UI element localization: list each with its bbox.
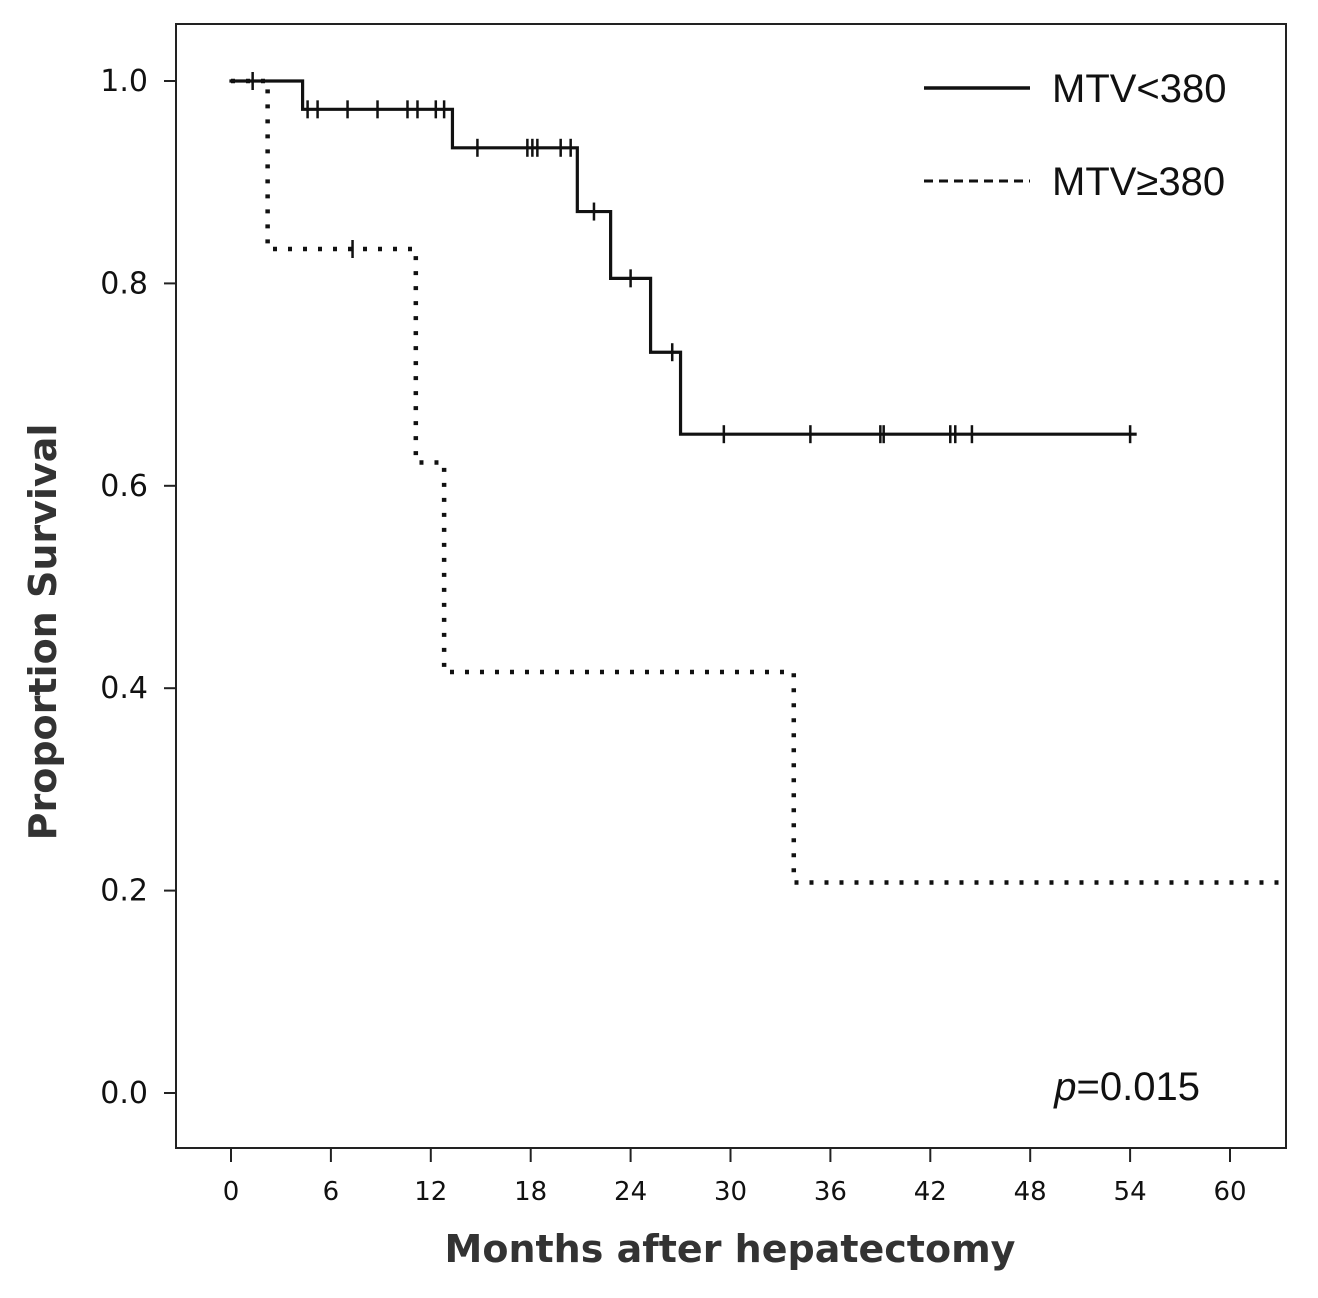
y-tick-label: 0.0	[100, 1076, 148, 1111]
p-value-annotation: p=0.015	[1053, 1065, 1200, 1109]
mtv-below-380-line	[229, 79, 1137, 436]
y-tick-label: 0.2	[100, 874, 148, 909]
series-layer	[229, 72, 1289, 885]
y-tick-label: 0.8	[100, 266, 148, 301]
legend-label: MTV≥380	[1052, 160, 1225, 204]
y-tick-label: 1.0	[100, 64, 148, 99]
x-tick-label: 0	[223, 1177, 240, 1207]
legend-label: MTV<380	[1052, 67, 1227, 111]
x-tick-label: 30	[714, 1177, 747, 1207]
legend: MTV<380 MTV≥380	[924, 67, 1227, 204]
x-axis-title: Months after hepatectomy	[445, 1227, 1016, 1271]
x-tick-label: 42	[914, 1177, 947, 1207]
x-tick-label: 6	[323, 1177, 340, 1207]
p-value-symbol: p	[1053, 1065, 1076, 1109]
x-tick-label: 48	[1014, 1177, 1047, 1207]
x-tick-label: 12	[414, 1177, 447, 1207]
x-tick-label: 60	[1213, 1177, 1246, 1207]
x-tick-label: 54	[1114, 1177, 1147, 1207]
x-axis: 0 6 12 18 24 30 36 42 48 54 60	[223, 1148, 1247, 1207]
y-tick-label: 0.4	[100, 671, 148, 706]
x-tick-label: 36	[814, 1177, 847, 1207]
p-value-number: =0.015	[1077, 1065, 1200, 1109]
x-tick-label: 24	[614, 1177, 647, 1207]
x-tick-label: 18	[514, 1177, 547, 1207]
mtv-above-380-line	[231, 78, 1289, 885]
y-axis-title: Proportion Survival	[21, 424, 65, 841]
y-axis: 0.0 0.2 0.4 0.6 0.8 1.0	[100, 64, 176, 1111]
y-tick-label: 0.6	[100, 469, 148, 504]
